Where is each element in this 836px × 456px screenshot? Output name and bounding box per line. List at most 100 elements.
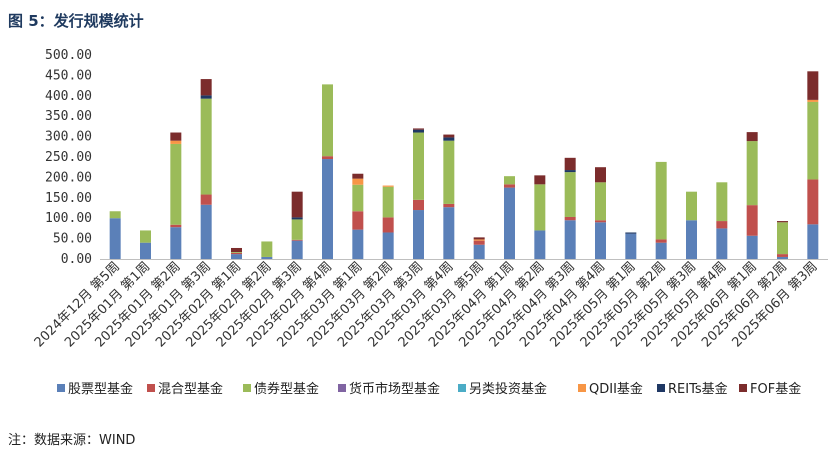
bar-segment xyxy=(352,173,364,179)
bar-segment xyxy=(807,99,819,102)
bar-segment xyxy=(473,240,485,245)
bar-segment xyxy=(231,252,242,253)
bar-segment xyxy=(686,220,697,259)
legend-item: QDII基金 xyxy=(578,381,643,397)
legend-item: 另类投资基金 xyxy=(458,381,547,397)
chart-title: 图 5：发行规模统计 xyxy=(8,12,144,30)
bar-segment xyxy=(595,220,606,223)
source-note: 注：数据来源：WIND xyxy=(8,433,136,448)
bar-segment xyxy=(382,186,394,218)
bar-segment xyxy=(443,207,455,259)
bar-segment xyxy=(352,184,364,212)
bar-segment xyxy=(291,240,303,259)
legend-swatch xyxy=(657,384,665,392)
bar-segment xyxy=(413,199,424,211)
bar-segment xyxy=(807,101,819,180)
y-tick-label: 50.00 xyxy=(53,232,92,247)
legend-swatch xyxy=(578,384,586,392)
bar-segment xyxy=(473,244,485,259)
bar-segment xyxy=(140,242,151,259)
bar-segment xyxy=(534,230,546,259)
legend-label: 股票型基金 xyxy=(68,381,133,397)
y-tick-label: 300.00 xyxy=(45,130,92,145)
bar-segment xyxy=(473,237,485,240)
bar-segment xyxy=(170,224,182,228)
legend-swatch xyxy=(147,384,155,392)
bar-segment xyxy=(322,156,333,160)
bar-segment xyxy=(170,227,182,259)
bar-segment xyxy=(625,233,637,259)
bar-segment xyxy=(504,176,515,185)
bar-segment xyxy=(382,185,394,187)
y-tick-label: 450.00 xyxy=(45,68,92,83)
y-tick-label: 0.00 xyxy=(61,252,92,267)
bars xyxy=(109,71,819,259)
legend-swatch xyxy=(338,384,346,392)
bar-segment xyxy=(807,224,819,259)
bar-segment xyxy=(170,143,182,225)
y-tick-label: 400.00 xyxy=(45,89,92,104)
legend-item: 股票型基金 xyxy=(57,381,133,397)
legend-label: FOF基金 xyxy=(750,381,801,397)
bar-segment xyxy=(534,175,546,185)
bar-segment xyxy=(352,229,364,259)
bar-segment xyxy=(200,79,212,96)
y-tick-label: 100.00 xyxy=(45,211,92,226)
bar-segment xyxy=(564,170,576,173)
legend-item: FOF基金 xyxy=(739,381,801,397)
bar-segment xyxy=(504,184,515,188)
bar-segment xyxy=(777,256,788,259)
bar-segment xyxy=(625,232,637,234)
bar-segment xyxy=(746,205,758,236)
bar-segment xyxy=(595,222,606,259)
bar-segment xyxy=(777,222,788,255)
bar-segment xyxy=(109,218,121,259)
bar-segment xyxy=(200,204,212,259)
bar-segment xyxy=(534,184,546,231)
bar-segment xyxy=(746,132,758,142)
bar-segment xyxy=(382,217,394,233)
bar-segment xyxy=(291,239,303,241)
bar-segment xyxy=(413,210,424,259)
legend-item: 债券型基金 xyxy=(243,381,319,397)
bar-segment xyxy=(504,187,515,259)
bar-segment xyxy=(443,134,455,138)
bar-segment xyxy=(655,239,667,243)
bar-segment xyxy=(564,216,576,221)
bar-segment xyxy=(716,221,728,229)
bar-segment xyxy=(807,71,819,100)
legend-label: 货币市场型基金 xyxy=(349,381,440,397)
bar-segment xyxy=(109,211,121,219)
legend-swatch xyxy=(243,384,251,392)
bar-segment xyxy=(413,128,424,130)
bar-segment xyxy=(807,179,819,225)
bar-segment xyxy=(443,137,455,141)
legend-swatch xyxy=(739,384,747,392)
bar-segment xyxy=(231,252,242,255)
bar-segment xyxy=(564,157,576,171)
bar-segment xyxy=(686,191,697,221)
bar-segment xyxy=(777,254,788,257)
legend-item: 混合型基金 xyxy=(147,381,223,397)
bar-segment xyxy=(564,172,576,217)
bar-segment xyxy=(413,132,424,200)
legend-label: QDII基金 xyxy=(589,381,643,397)
legend-label: 另类投资基金 xyxy=(469,381,547,397)
bar-segment xyxy=(595,167,606,183)
bar-segment xyxy=(443,140,455,204)
bar-segment xyxy=(473,239,485,241)
legend-swatch xyxy=(57,384,65,392)
bar-segment xyxy=(352,178,364,185)
bar-segment xyxy=(261,241,273,257)
bar-segment xyxy=(140,230,151,243)
y-tick-label: 150.00 xyxy=(45,191,92,206)
y-tick-label: 500.00 xyxy=(45,48,92,63)
bar-segment xyxy=(291,217,303,220)
bar-segment xyxy=(291,219,303,240)
bar-segment xyxy=(200,194,212,205)
bar-segment xyxy=(291,191,303,218)
bar-segment xyxy=(716,228,728,259)
bar-segment xyxy=(322,159,333,259)
